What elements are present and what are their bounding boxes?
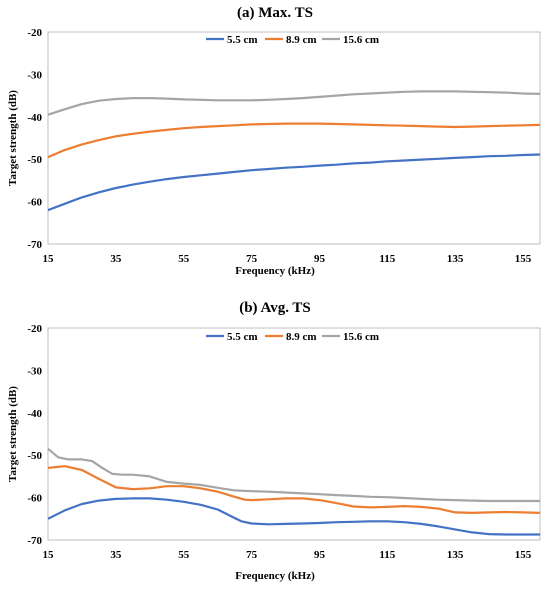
- legend-label: 8.9 cm: [286, 34, 317, 46]
- legend-label: 15.6 cm: [343, 34, 379, 46]
- x-tick-label: 15: [43, 549, 55, 561]
- x-tick-label: 135: [447, 549, 464, 561]
- series-line-8-9-cm: [47, 465, 541, 514]
- y-tick-label: -20: [27, 323, 42, 335]
- y-axis-label: Target strength (dB): [7, 90, 19, 186]
- legend-label: 15.6 cm: [343, 331, 379, 343]
- chart-title: (b) Avg. TS: [239, 300, 311, 316]
- x-tick-label: 155: [515, 253, 532, 265]
- series-line-15-6-cm: [47, 90, 541, 116]
- series-line-5-5-cm: [47, 153, 541, 212]
- x-tick-label: 55: [178, 253, 190, 265]
- y-tick-label: -30: [27, 69, 42, 81]
- legend-label: 5.5 cm: [227, 331, 258, 343]
- series-line-8-9-cm: [47, 122, 541, 159]
- y-tick-label: -50: [27, 154, 42, 166]
- y-tick-label: -60: [27, 197, 42, 209]
- x-tick-label: 35: [110, 253, 122, 265]
- y-tick-label: -70: [27, 535, 42, 547]
- legend-label: 8.9 cm: [286, 331, 317, 343]
- legend: 5.5 cm 8.9 cm 15.6 cm: [206, 34, 379, 46]
- x-tick-label: 95: [314, 549, 326, 561]
- y-axis-label: Target strength (dB): [7, 386, 19, 482]
- y-tick-label: -60: [27, 493, 42, 505]
- chart-title: (a) Max. TS: [237, 5, 313, 21]
- x-tick-label: 55: [178, 549, 190, 561]
- x-tick-label: 95: [314, 253, 326, 265]
- y-tick-label: -50: [27, 450, 42, 462]
- y-tick-label: -40: [27, 112, 42, 124]
- x-tick-label: 35: [110, 549, 122, 561]
- x-tick-label: 135: [447, 253, 464, 265]
- legend-label: 5.5 cm: [227, 34, 258, 46]
- x-axis-label: Frequency (kHz): [235, 265, 315, 277]
- legend: 5.5 cm 8.9 cm 15.6 cm: [206, 331, 379, 343]
- series-line-5-5-cm: [47, 497, 540, 536]
- x-axis-label: Frequency (kHz): [235, 570, 315, 582]
- y-tick-label: -40: [27, 408, 42, 420]
- x-tick-label: 75: [246, 549, 258, 561]
- y-tick-label: -70: [27, 239, 42, 251]
- x-tick-label: 115: [379, 549, 395, 561]
- y-tick-label: -20: [27, 27, 42, 39]
- x-tick-label: 15: [43, 253, 55, 265]
- y-tick-label: -30: [27, 365, 42, 377]
- x-tick-label: 155: [515, 549, 532, 561]
- plot-frame: [47, 31, 541, 245]
- plot-frame: [47, 327, 541, 541]
- series-line-15-6-cm: [47, 447, 540, 503]
- x-tick-label: 75: [246, 253, 258, 265]
- x-tick-label: 115: [379, 253, 395, 265]
